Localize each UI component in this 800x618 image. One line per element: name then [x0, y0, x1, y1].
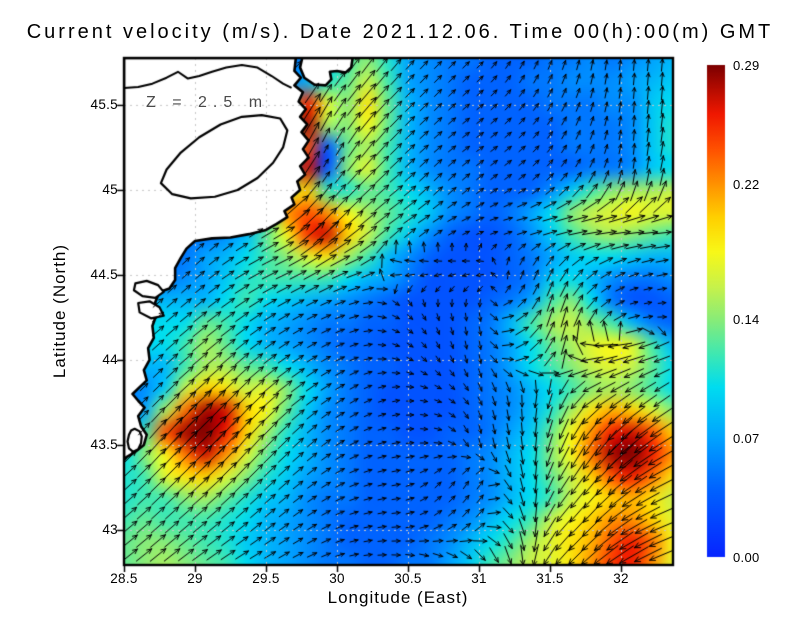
- y-tick-label: 43: [102, 521, 118, 537]
- x-tick-label: 29: [187, 571, 203, 586]
- colorbar-tick-label: 0.22: [733, 176, 760, 192]
- depth-annotation: Z = 2.5 m: [146, 94, 269, 111]
- y-tick-label: 44.5: [90, 266, 118, 282]
- y-tick-label: 45.5: [90, 96, 118, 112]
- x-tick-label: 31: [471, 571, 487, 586]
- x-tick-label: 29.5: [252, 571, 280, 586]
- x-tick-label: 32: [613, 571, 629, 586]
- colorbar-tick-label: 0.14: [733, 312, 760, 328]
- colorbar-tick-label: 0.00: [733, 550, 760, 565]
- x-tick-label: 31.5: [536, 571, 564, 586]
- x-tick-label: 30.5: [394, 571, 422, 586]
- y-tick-label: 45: [102, 181, 118, 197]
- x-tick-label: 30: [329, 571, 345, 586]
- colorbar-tick-label: 0.07: [733, 431, 760, 447]
- y-tick-label: 44: [102, 351, 118, 367]
- chart-title: Current velocity (m/s). Date 2021.12.06.…: [26, 21, 774, 43]
- y-tick-label: 43.5: [90, 436, 118, 452]
- colorbar-tick-label: 0.29: [733, 58, 760, 73]
- x-axis-title: Longitude (East): [327, 588, 469, 607]
- x-tick-label: 28.5: [110, 571, 138, 586]
